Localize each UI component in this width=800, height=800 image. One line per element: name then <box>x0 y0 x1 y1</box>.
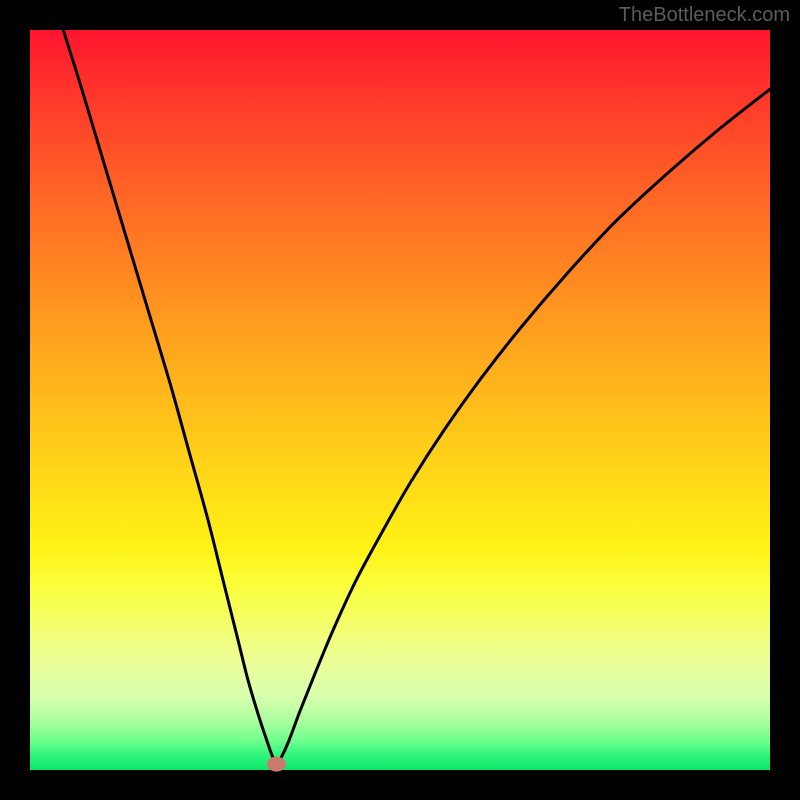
chart-svg <box>0 0 800 800</box>
minimum-marker <box>267 757 285 771</box>
watermark-text: TheBottleneck.com <box>619 4 790 27</box>
plot-background <box>30 30 770 770</box>
bottleneck-chart: TheBottleneck.com <box>0 0 800 800</box>
